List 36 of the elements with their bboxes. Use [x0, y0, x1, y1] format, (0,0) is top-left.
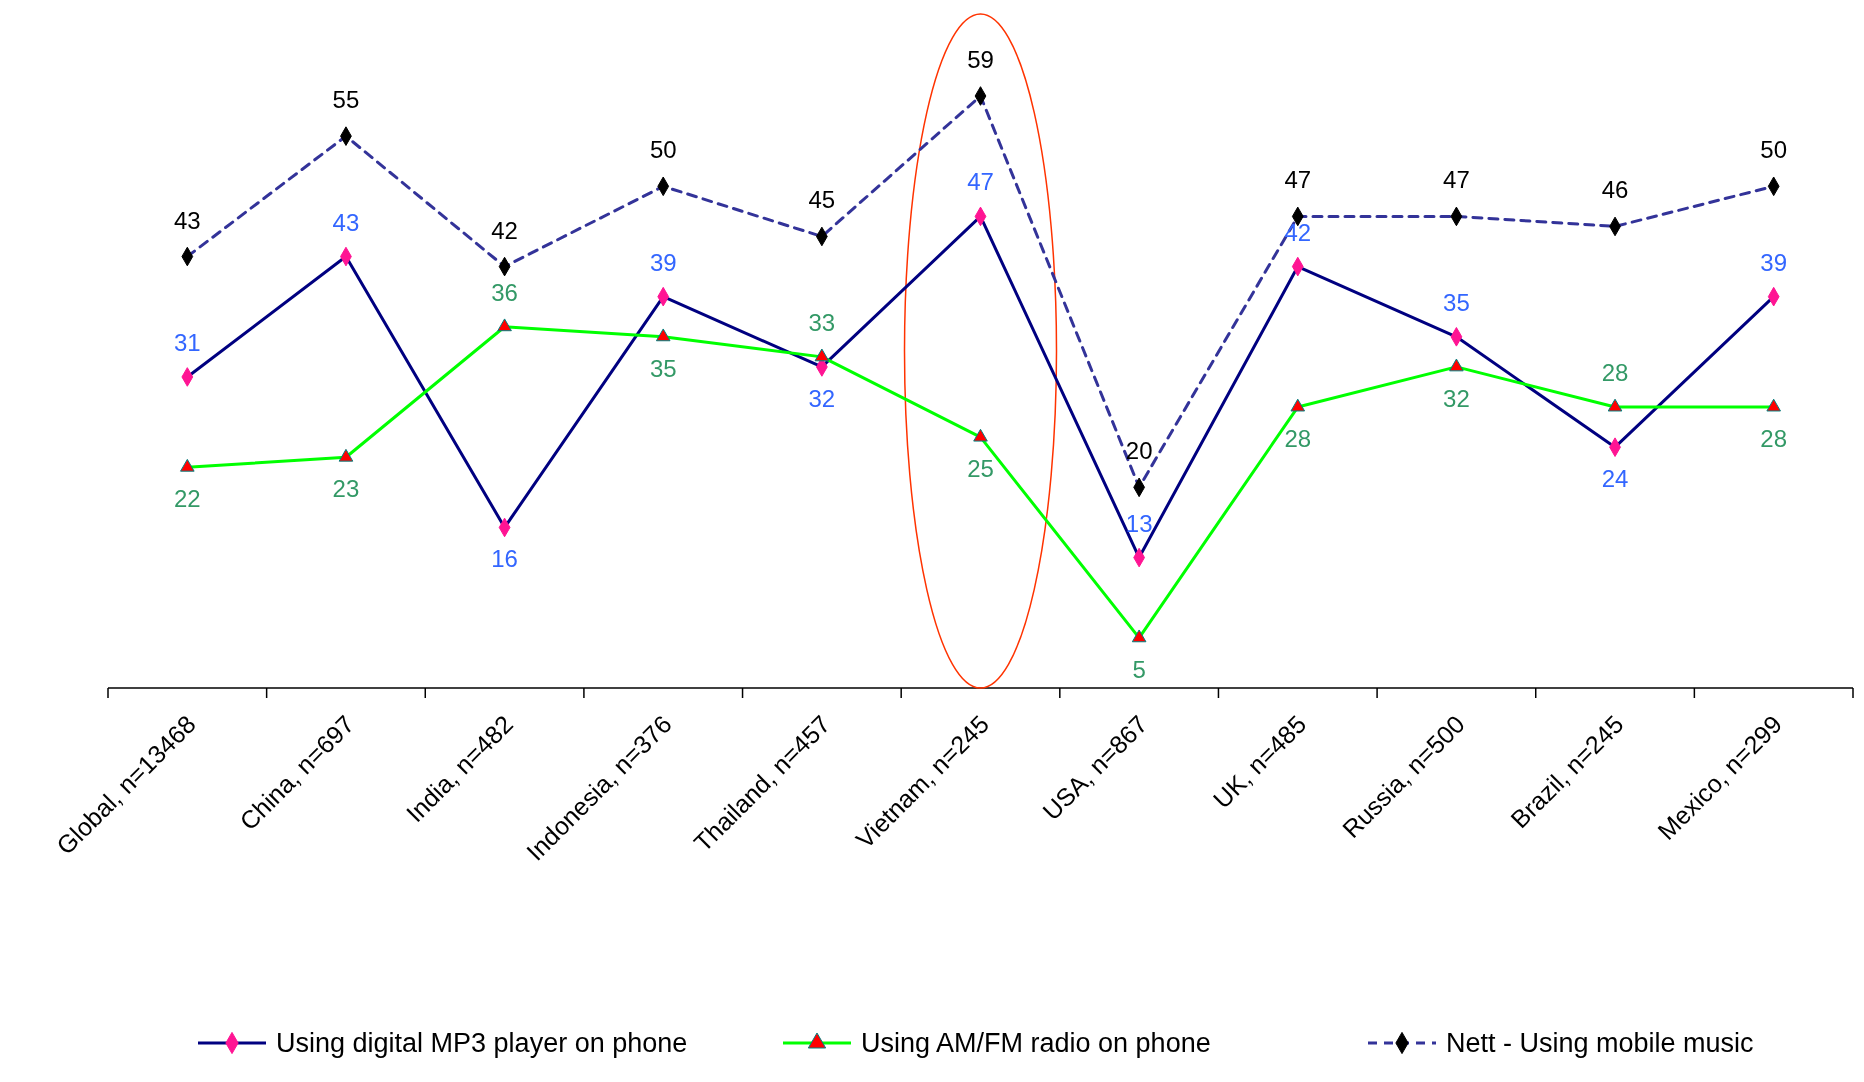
- data-label: 32: [1443, 384, 1470, 412]
- data-label: 46: [1601, 176, 1629, 204]
- data-label: 43: [173, 206, 201, 234]
- data-label: 50: [649, 136, 677, 164]
- data-label: 39: [1760, 248, 1788, 276]
- data-label: 24: [1601, 465, 1629, 493]
- data-label: 28: [1760, 425, 1788, 453]
- data-label: 43: [332, 208, 360, 236]
- data-label: 13: [1125, 509, 1153, 537]
- data-label: 59: [967, 46, 994, 73]
- data-label: 55: [332, 86, 360, 114]
- data-label: 45: [808, 186, 836, 214]
- data-label: 42: [491, 216, 518, 244]
- data-label: 42: [1284, 218, 1312, 246]
- data-label: 32: [808, 384, 836, 412]
- data-label: 28: [1284, 425, 1312, 453]
- data-label: 39: [649, 248, 677, 276]
- data-label: 33: [808, 308, 836, 336]
- data-label: 50: [1760, 136, 1788, 164]
- data-label: 35: [649, 354, 677, 382]
- data-label: 47: [967, 168, 994, 196]
- data-label: 25: [967, 455, 994, 483]
- data-label: 31: [173, 328, 201, 356]
- data-label: 16: [491, 545, 518, 573]
- data-label: 5: [1132, 655, 1146, 683]
- data-label: 22: [173, 485, 201, 513]
- legend-label: Using AM/FM radio on phone: [861, 1028, 1211, 1058]
- data-label: 47: [1284, 166, 1312, 194]
- data-label: 28: [1601, 359, 1629, 387]
- data-label: 20: [1125, 437, 1153, 465]
- data-label: 47: [1443, 166, 1470, 194]
- legend-label: Using digital MP3 player on phone: [276, 1028, 688, 1058]
- legend-label: Nett - Using mobile music: [1446, 1028, 1754, 1058]
- data-label: 36: [491, 278, 518, 306]
- data-label: 23: [332, 475, 360, 503]
- data-label: 35: [1443, 288, 1470, 316]
